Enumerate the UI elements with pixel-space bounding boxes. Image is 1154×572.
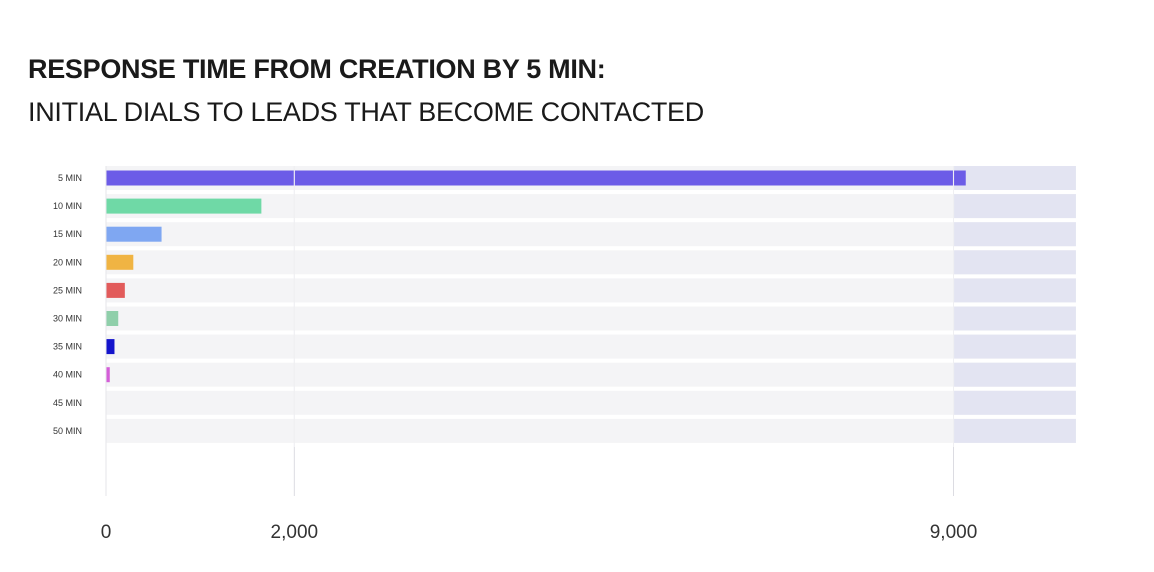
row-background [106, 222, 1076, 247]
category-label: 30 MIN [53, 314, 82, 324]
row-background [106, 390, 1076, 415]
bar [106, 339, 115, 355]
category-label: 5 MIN [58, 173, 82, 183]
row-background [106, 418, 1076, 443]
x-tick-label: 0 [101, 522, 112, 543]
chart-title: RESPONSE TIME FROM CREATION BY 5 MIN: [28, 54, 606, 84]
x-tick-label: 2,000 [271, 522, 319, 543]
row-background [106, 194, 1076, 219]
category-label: 35 MIN [53, 342, 82, 352]
bar [106, 198, 262, 214]
highlight-band [953, 278, 1076, 303]
highlight-band [953, 194, 1076, 219]
row-background [106, 278, 1076, 303]
x-tick-label: 9,000 [930, 522, 978, 543]
highlight-band [953, 362, 1076, 387]
category-label: 50 MIN [53, 426, 82, 436]
bar [106, 282, 125, 298]
row-background [106, 362, 1076, 387]
highlight-band [953, 250, 1076, 275]
category-label: 45 MIN [53, 398, 82, 408]
row-background [106, 250, 1076, 275]
row-background [106, 306, 1076, 331]
highlight-band [953, 390, 1076, 415]
highlight-band [953, 334, 1076, 359]
bar [106, 367, 110, 383]
row-background [106, 334, 1076, 359]
bar [106, 311, 119, 326]
chart-subtitle: INITIAL DIALS TO LEADS THAT BECOME CONTA… [28, 97, 704, 127]
category-label: 15 MIN [53, 229, 82, 239]
bar [106, 170, 966, 186]
category-label: 20 MIN [53, 257, 82, 267]
category-label: 40 MIN [53, 370, 82, 380]
category-label: 10 MIN [53, 201, 82, 211]
highlight-band [953, 418, 1076, 443]
highlight-band [953, 166, 1076, 190]
highlight-band [953, 306, 1076, 331]
bar [106, 226, 162, 242]
bar [106, 254, 134, 270]
highlight-band [953, 222, 1076, 247]
category-label: 25 MIN [53, 285, 82, 295]
